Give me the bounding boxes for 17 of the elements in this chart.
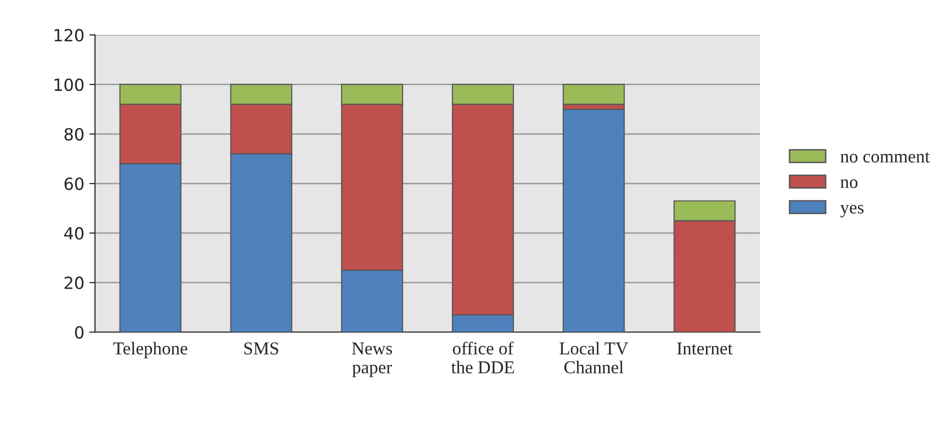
legend-label: no comment xyxy=(840,152,930,163)
y-tick-label: 100 xyxy=(54,78,84,92)
y-tick-label: 0 xyxy=(75,326,84,339)
x-tick-label: office of the DDE xyxy=(451,342,514,374)
y-tick-label: 20 xyxy=(64,276,84,290)
legend-label: no xyxy=(840,179,858,188)
y-tick-label: 120 xyxy=(54,28,84,42)
y-tick-label: 80 xyxy=(64,128,84,141)
x-tick-label: News paper xyxy=(352,342,392,378)
x-tick-label: Internet xyxy=(677,342,733,355)
y-tick-label: 40 xyxy=(64,227,84,240)
bar xyxy=(562,108,625,332)
y-tick-label: 60 xyxy=(64,178,84,190)
legend-label: yes xyxy=(840,204,864,218)
x-tick-label: Telephone xyxy=(113,342,188,358)
x-tick-label: Local TV Channel xyxy=(560,342,628,374)
x-tick-label: SMS xyxy=(244,342,278,355)
